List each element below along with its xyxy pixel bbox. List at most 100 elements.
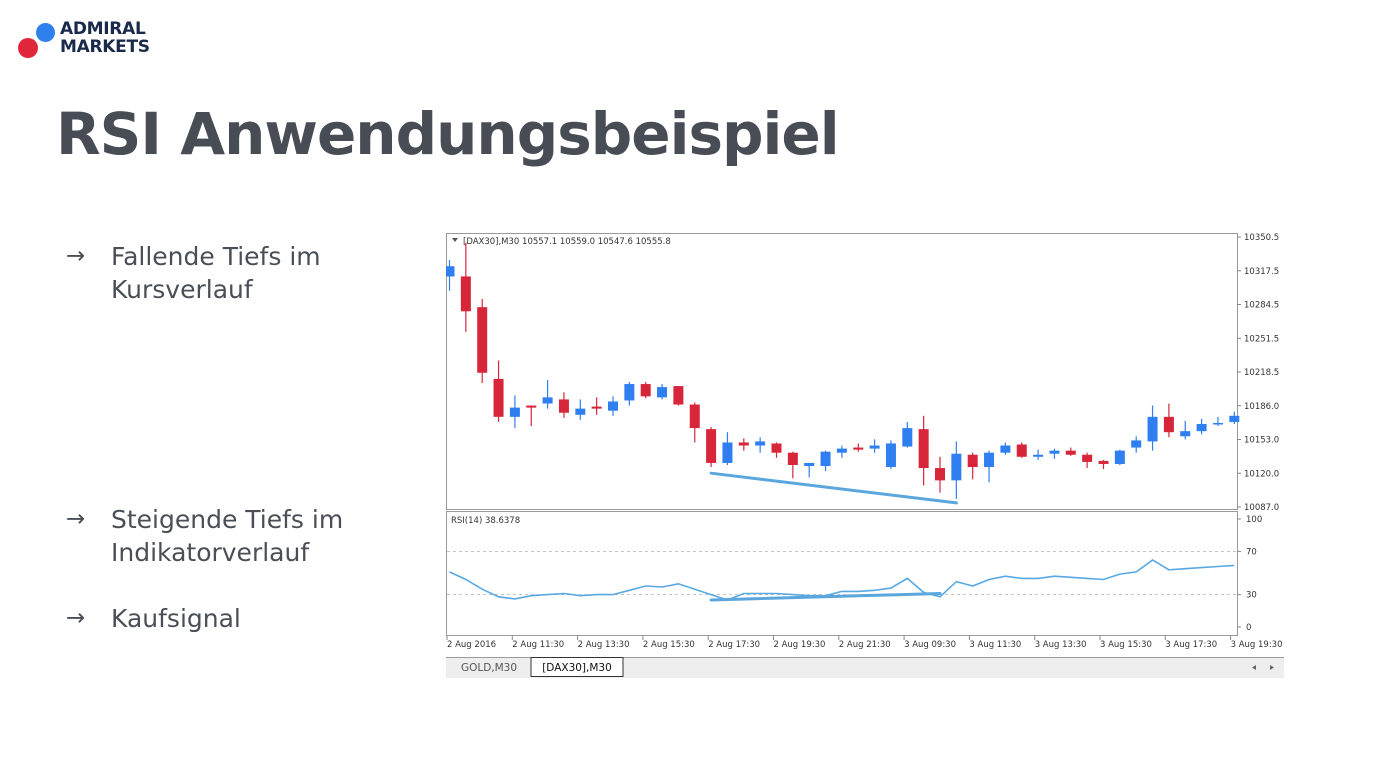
candle-body bbox=[739, 442, 749, 445]
candle-body bbox=[788, 453, 798, 465]
candle-body bbox=[1164, 417, 1174, 432]
tab-dax30[interactable]: [DAX30],M30 bbox=[531, 658, 623, 677]
trading-chart[interactable]: [DAX30],M30 10557.1 10559.0 10547.6 1055… bbox=[446, 233, 1284, 678]
bullet-line: Indikatorverlauf bbox=[111, 536, 343, 569]
price-axis-label: 10350.5 bbox=[1244, 233, 1279, 243]
candle-body bbox=[837, 449, 847, 453]
rsi-label: RSI(14) 38.6378 bbox=[451, 516, 520, 526]
logo-line2: MARKETS bbox=[60, 38, 150, 56]
time-axis-label: 3 Aug 17:30 bbox=[1165, 640, 1217, 650]
bullet-line: Steigende Tiefs im bbox=[111, 503, 343, 536]
price-axis-label: 10317.5 bbox=[1244, 267, 1279, 277]
candle-body bbox=[1066, 451, 1076, 455]
trading-chart-svg[interactable]: [DAX30],M30 10557.1 10559.0 10547.6 1055… bbox=[446, 233, 1284, 678]
price-axis-label: 10186.0 bbox=[1244, 402, 1279, 412]
time-axis-label: 2 Aug 15:30 bbox=[643, 640, 695, 650]
candle-body bbox=[461, 276, 471, 311]
candle-body bbox=[706, 429, 716, 463]
candle-body bbox=[592, 407, 602, 409]
time-axis-label: 3 Aug 09:30 bbox=[904, 640, 956, 650]
candle-body bbox=[624, 384, 634, 400]
candle-body bbox=[559, 399, 569, 412]
candle-body bbox=[919, 429, 929, 468]
candle-body bbox=[804, 463, 814, 466]
time-axis-label: 2 Aug 17:30 bbox=[708, 640, 760, 650]
chart-header-text: [DAX30],M30 10557.1 10559.0 10547.6 1055… bbox=[463, 237, 671, 247]
logo-blue-dot bbox=[36, 23, 55, 42]
rsi-axis-label: 70 bbox=[1246, 547, 1257, 557]
tab-gold[interactable]: GOLD,M30 bbox=[448, 658, 530, 677]
candle-body bbox=[657, 387, 667, 397]
candle-body bbox=[526, 406, 536, 408]
candle-body bbox=[853, 448, 863, 450]
bullet-text: Fallende Tiefs im Kursverlauf bbox=[111, 240, 321, 306]
time-axis-label: 2 Aug 13:30 bbox=[578, 640, 630, 650]
candle-body bbox=[543, 397, 553, 403]
time-axis-label: 3 Aug 19:30 bbox=[1231, 640, 1283, 650]
candle bbox=[886, 440, 896, 469]
candle-body bbox=[1229, 416, 1239, 422]
candle-body bbox=[755, 441, 765, 445]
candle-body bbox=[494, 379, 504, 417]
bullet-line: Kursverlauf bbox=[111, 273, 321, 306]
candle-body bbox=[1115, 451, 1125, 464]
candle-body bbox=[446, 266, 455, 276]
bullet-text: Kaufsignal bbox=[111, 602, 241, 635]
candle-body bbox=[1197, 424, 1207, 431]
candle-body bbox=[902, 428, 912, 446]
candle-body bbox=[1213, 423, 1223, 425]
arrow-right-icon: → bbox=[66, 503, 94, 536]
logo-wordmark: ADMIRAL MARKETS bbox=[60, 20, 150, 56]
candle bbox=[1017, 442, 1027, 457]
bullet-line: Kaufsignal bbox=[111, 602, 241, 635]
candle-body bbox=[1180, 431, 1190, 436]
candle-body bbox=[870, 446, 880, 449]
candle-body bbox=[608, 401, 618, 410]
candle-body bbox=[968, 455, 978, 467]
candle-body bbox=[951, 454, 961, 481]
arrow-right-icon: → bbox=[66, 602, 94, 635]
candle-body bbox=[772, 443, 782, 452]
candle-body bbox=[1017, 444, 1027, 456]
rsi-axis-label: 30 bbox=[1246, 591, 1257, 601]
time-axis-label: 2 Aug 21:30 bbox=[839, 640, 891, 650]
candle bbox=[1115, 450, 1125, 465]
time-axis-label: 3 Aug 15:30 bbox=[1100, 640, 1152, 650]
candle bbox=[706, 427, 716, 467]
time-axis-label: 2 Aug 2016 bbox=[447, 640, 496, 650]
candle-body bbox=[821, 452, 831, 466]
time-axis-label: 3 Aug 11:30 bbox=[969, 640, 1021, 650]
logo-line1: ADMIRAL bbox=[60, 20, 150, 38]
candle bbox=[477, 299, 487, 383]
candle-body bbox=[935, 468, 945, 480]
rsi-axis-label: 0 bbox=[1246, 623, 1251, 633]
candle-body bbox=[722, 442, 732, 462]
candle-body bbox=[477, 307, 487, 373]
tab-gold-label[interactable]: GOLD,M30 bbox=[461, 662, 517, 674]
candle-body bbox=[641, 384, 651, 396]
candle-body bbox=[886, 443, 896, 467]
candle-body bbox=[510, 408, 520, 417]
candle-body bbox=[1049, 451, 1059, 454]
time-axis-label: 2 Aug 19:30 bbox=[774, 640, 826, 650]
time-axis-label: 3 Aug 13:30 bbox=[1035, 640, 1087, 650]
candle-body bbox=[1000, 446, 1010, 453]
time-axis-label: 2 Aug 11:30 bbox=[512, 640, 564, 650]
slide-title: RSI Anwendungsbeispiel bbox=[56, 100, 839, 168]
candle bbox=[641, 382, 651, 398]
price-axis-label: 10153.0 bbox=[1244, 436, 1279, 446]
candle-body bbox=[1033, 455, 1043, 457]
price-axis-label: 10284.5 bbox=[1244, 301, 1279, 311]
candle-body bbox=[1099, 461, 1109, 464]
tab-dax30-label[interactable]: [DAX30],M30 bbox=[542, 662, 612, 674]
chart-background bbox=[446, 233, 1284, 678]
candle-body bbox=[1148, 417, 1158, 442]
logo-red-dot bbox=[18, 38, 38, 58]
price-axis-label: 10087.0 bbox=[1244, 503, 1279, 513]
arrow-right-icon: → bbox=[66, 240, 94, 273]
bullet-text: Steigende Tiefs im Indikatorverlauf bbox=[111, 503, 343, 569]
price-axis-label: 10251.5 bbox=[1244, 334, 1279, 344]
candle-body bbox=[1082, 455, 1092, 462]
rsi-axis-label: 100 bbox=[1246, 515, 1262, 525]
price-axis-label: 10120.0 bbox=[1244, 469, 1279, 479]
